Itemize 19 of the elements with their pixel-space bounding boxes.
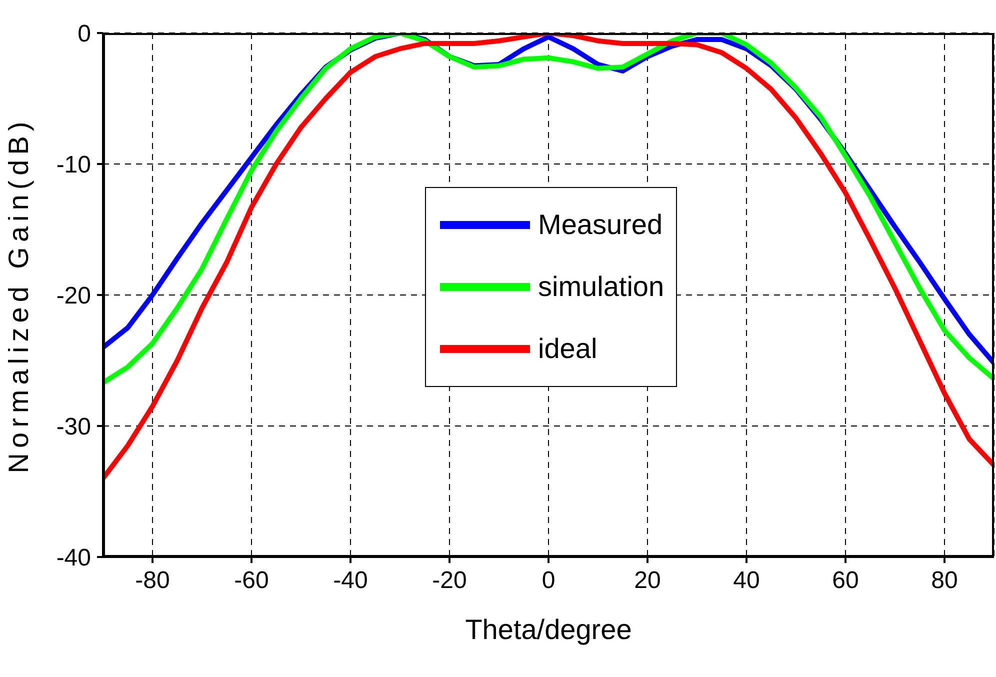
y-tick-label: -30 <box>56 414 91 441</box>
y-tick-label: -10 <box>56 152 91 179</box>
x-tick-label: 40 <box>733 567 760 594</box>
x-tick-label: 80 <box>931 567 958 594</box>
y-axis-title: Normalized Gain(dB) <box>2 116 34 474</box>
x-tick-label: 0 <box>542 567 556 594</box>
legend-label: Measured <box>538 209 663 241</box>
x-tick-label: -80 <box>135 567 170 594</box>
x-axis-title: Theta/degree <box>465 614 632 645</box>
x-tick-label: 20 <box>634 567 661 594</box>
x-tick-label: 60 <box>832 567 859 594</box>
legend-label: simulation <box>538 271 664 303</box>
x-tick-label: -40 <box>333 567 368 594</box>
x-tick-label: -60 <box>234 567 269 594</box>
x-tick-label: -20 <box>432 567 467 594</box>
y-tick-label: -20 <box>56 282 91 310</box>
y-tick-label: 0 <box>78 20 91 48</box>
legend-label: ideal <box>538 333 598 365</box>
y-tick-label: -40 <box>56 544 91 572</box>
